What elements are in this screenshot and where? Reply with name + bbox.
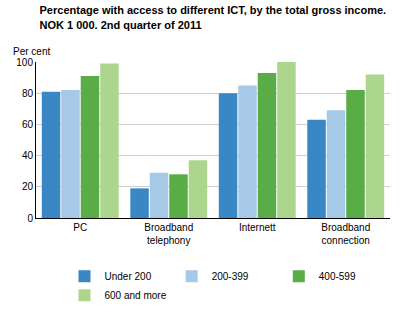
svg-text:200-399: 200-399 xyxy=(212,271,249,282)
svg-text:Broadbandtelephony: Broadbandtelephony xyxy=(144,222,193,246)
svg-text:0: 0 xyxy=(27,213,33,224)
svg-text:Percentage with access to diff: Percentage with access to different ICT,… xyxy=(40,4,387,30)
svg-text:Under 200: Under 200 xyxy=(105,271,152,282)
svg-text:100: 100 xyxy=(16,57,33,68)
svg-text:Per cent: Per cent xyxy=(13,46,50,57)
svg-text:Broadbandconnection: Broadbandconnection xyxy=(321,222,370,246)
svg-text:400-599: 400-599 xyxy=(319,271,356,282)
svg-text:80: 80 xyxy=(22,88,34,99)
svg-text:600 and more: 600 and more xyxy=(105,290,167,301)
svg-text:PC: PC xyxy=(73,222,87,233)
svg-text:60: 60 xyxy=(22,119,34,130)
svg-text:20: 20 xyxy=(22,181,34,192)
svg-text:40: 40 xyxy=(22,150,34,161)
svg-text:Internett: Internett xyxy=(239,222,276,233)
